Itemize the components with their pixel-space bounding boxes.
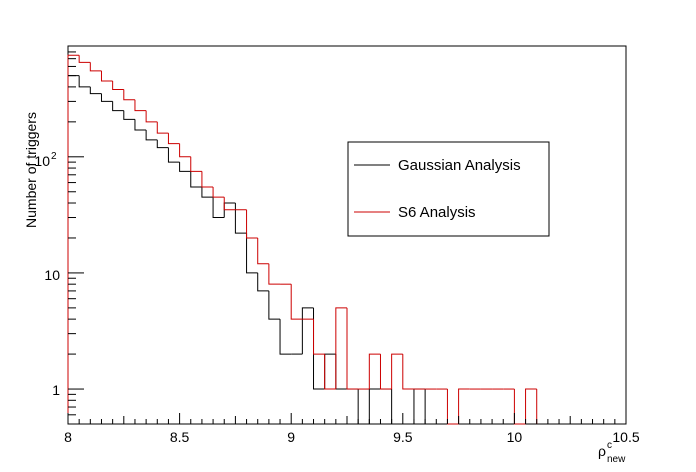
x-tick-label-10.5: 10.5 bbox=[612, 429, 639, 445]
bin bbox=[167, 147, 180, 163]
bin bbox=[212, 186, 225, 198]
bin bbox=[89, 86, 102, 95]
bin bbox=[458, 388, 470, 424]
bin bbox=[379, 354, 392, 390]
bin bbox=[391, 389, 403, 425]
bin bbox=[234, 203, 247, 234]
bin bbox=[324, 354, 336, 390]
bin bbox=[67, 54, 80, 424]
bin bbox=[156, 121, 169, 134]
legend-label-s6: S6 Analysis bbox=[398, 204, 476, 221]
x-axis-title-sup: c bbox=[607, 440, 612, 451]
axis-ticks bbox=[67, 45, 627, 425]
x-axis-title: ρ bbox=[598, 443, 606, 459]
x-tick-label-8.5: 8.5 bbox=[170, 429, 190, 445]
bin bbox=[67, 75, 80, 424]
bin bbox=[78, 75, 91, 88]
x-tick-label-10: 10 bbox=[507, 429, 523, 445]
bin bbox=[134, 119, 147, 131]
y-tick-label-1: 1 bbox=[52, 382, 60, 398]
bin bbox=[201, 171, 214, 188]
bin bbox=[346, 307, 359, 390]
bin bbox=[257, 237, 269, 265]
x-axis-title-sub: new bbox=[607, 454, 626, 465]
bin bbox=[190, 156, 202, 172]
bin bbox=[123, 110, 135, 120]
bin bbox=[279, 319, 292, 355]
bin bbox=[134, 99, 147, 112]
bin bbox=[290, 284, 303, 320]
y-tick-label-100-exponent: 2 bbox=[51, 151, 57, 162]
bin bbox=[413, 388, 426, 424]
bin bbox=[257, 272, 269, 292]
bin bbox=[223, 197, 236, 211]
series-1 bbox=[67, 54, 538, 425]
bin bbox=[112, 101, 124, 112]
bin bbox=[368, 388, 381, 424]
bin bbox=[89, 62, 102, 72]
bin bbox=[190, 171, 202, 188]
histogram-layer bbox=[67, 54, 538, 425]
bin bbox=[368, 353, 381, 390]
bin bbox=[100, 93, 113, 102]
bin bbox=[246, 233, 258, 274]
y-axis-title: Number of triggers bbox=[23, 112, 39, 228]
bin bbox=[301, 307, 314, 355]
bin bbox=[357, 389, 370, 425]
bin bbox=[212, 197, 225, 219]
legend-box bbox=[347, 141, 550, 237]
bin bbox=[223, 202, 236, 218]
bin bbox=[313, 319, 325, 355]
bin bbox=[313, 307, 325, 390]
bin bbox=[145, 110, 158, 123]
bin bbox=[335, 307, 347, 390]
bin bbox=[268, 263, 281, 285]
bin bbox=[335, 354, 347, 390]
legend: Gaussian Analysis S6 Analysis bbox=[347, 141, 550, 237]
bin bbox=[179, 162, 191, 172]
series-0 bbox=[67, 75, 426, 425]
legend-label-gaussian: Gaussian Analysis bbox=[398, 157, 521, 174]
bin bbox=[246, 209, 258, 239]
bin bbox=[100, 70, 113, 82]
bin bbox=[112, 80, 124, 90]
y-tick-label-10: 10 bbox=[44, 267, 60, 283]
bin bbox=[513, 389, 526, 425]
bin bbox=[324, 353, 336, 390]
bin bbox=[179, 143, 191, 158]
y-tick-label-100: 10 bbox=[34, 153, 50, 169]
bin bbox=[446, 389, 459, 425]
bin bbox=[201, 186, 214, 198]
x-tick-label-9.5: 9.5 bbox=[393, 429, 413, 445]
bin bbox=[268, 290, 281, 320]
bin bbox=[167, 133, 180, 145]
bin bbox=[78, 55, 91, 63]
bin bbox=[145, 130, 158, 141]
bin bbox=[123, 89, 135, 101]
bin bbox=[402, 354, 414, 390]
x-tick-label-8: 8 bbox=[64, 429, 72, 445]
bin bbox=[525, 388, 537, 424]
bin bbox=[391, 353, 403, 390]
x-tick-label-9: 9 bbox=[287, 429, 295, 445]
bin bbox=[156, 139, 169, 149]
